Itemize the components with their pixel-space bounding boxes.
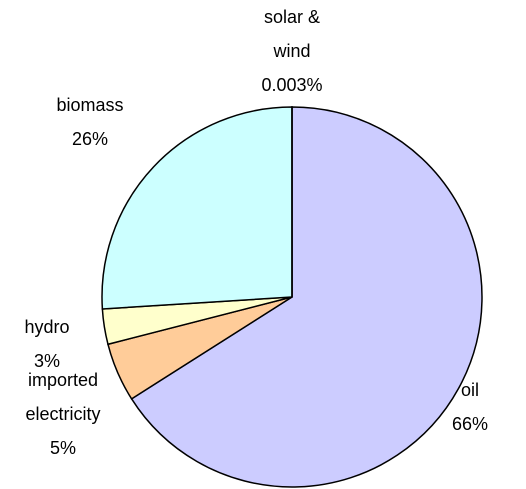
slice-name: imported electricity [25, 370, 101, 424]
slice-label: biomass 26% [45, 88, 135, 156]
slice-value: 5% [49, 438, 76, 458]
slice-value: 26% [71, 129, 109, 149]
slice-name: oil [460, 380, 479, 400]
slice-name: biomass [56, 95, 124, 115]
slice-value: 3% [33, 351, 60, 371]
slice-value: 66% [451, 414, 489, 434]
slice-label: solar & wind 0.003% [256, 0, 328, 102]
pie-slice [130, 106, 483, 488]
slice-name: hydro [24, 317, 70, 337]
slice-value: 0.003% [261, 75, 323, 95]
slice-label: hydro 3% [12, 310, 82, 378]
slice-name: solar & wind [263, 7, 321, 61]
slice-label: imported electricity 5% [8, 363, 118, 465]
pie-slice [101, 106, 293, 310]
slice-label: oil 66% [440, 373, 500, 441]
